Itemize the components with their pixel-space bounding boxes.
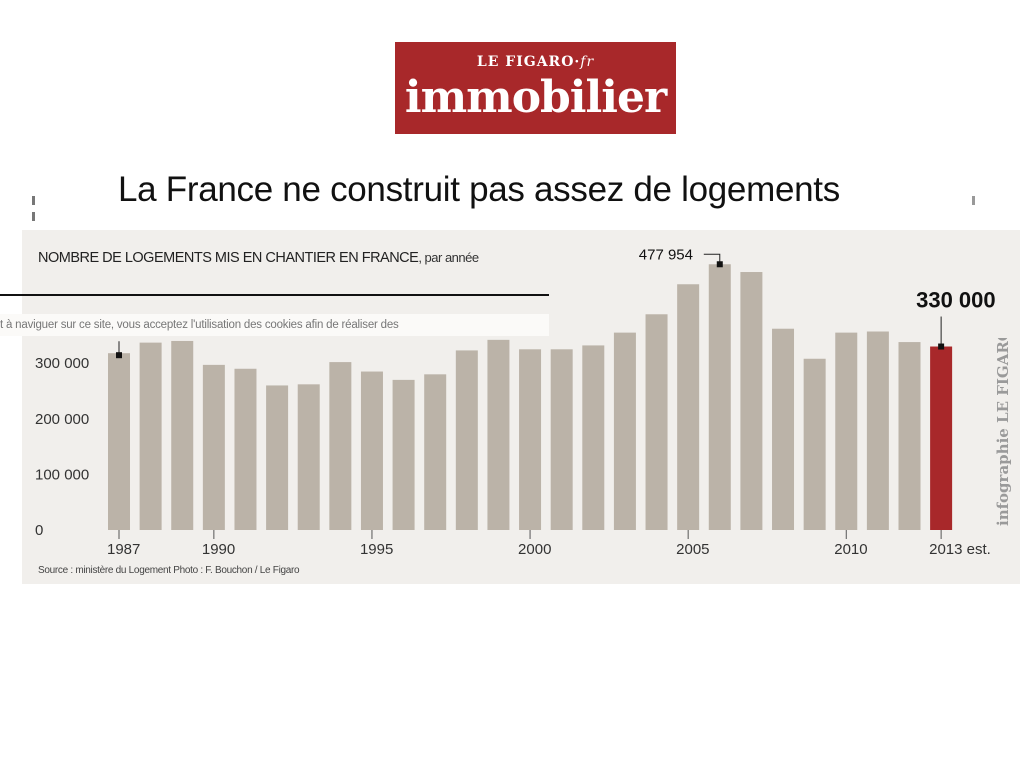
credit-text: infographie LE FIGARO — [994, 338, 1012, 526]
article-headline: La France ne construit pas assez de loge… — [118, 170, 840, 209]
chart-title-main: NOMBRE DE LOGEMENTS MIS EN CHANTIER EN F… — [38, 250, 419, 266]
chart-subtitle: , par année — [418, 250, 479, 265]
left-crop-mark-top — [32, 196, 35, 205]
cookie-consent-banner[interactable]: t à naviguer sur ce site, vous acceptez … — [0, 314, 549, 336]
chart-source: Source : ministère du Logement Photo : F… — [38, 565, 300, 576]
logo-brand-line: LE FIGARO·fr — [476, 54, 595, 70]
left-crop-mark-bottom — [32, 212, 35, 221]
logo-brand: LE FIGARO — [476, 54, 575, 70]
banner-divider — [0, 294, 549, 296]
logo-product: immobilier — [404, 72, 667, 123]
logo-suffix: fr — [580, 54, 595, 70]
chart-panel — [22, 230, 1020, 584]
chart-title: NOMBRE DE LOGEMENTS MIS EN CHANTIER EN F… — [38, 250, 479, 266]
infographic-credit: infographie LE FIGARO — [980, 328, 1020, 528]
right-crop-mark — [972, 196, 975, 205]
le-figaro-immobilier-logo[interactable]: LE FIGARO·fr immobilier — [395, 42, 676, 134]
